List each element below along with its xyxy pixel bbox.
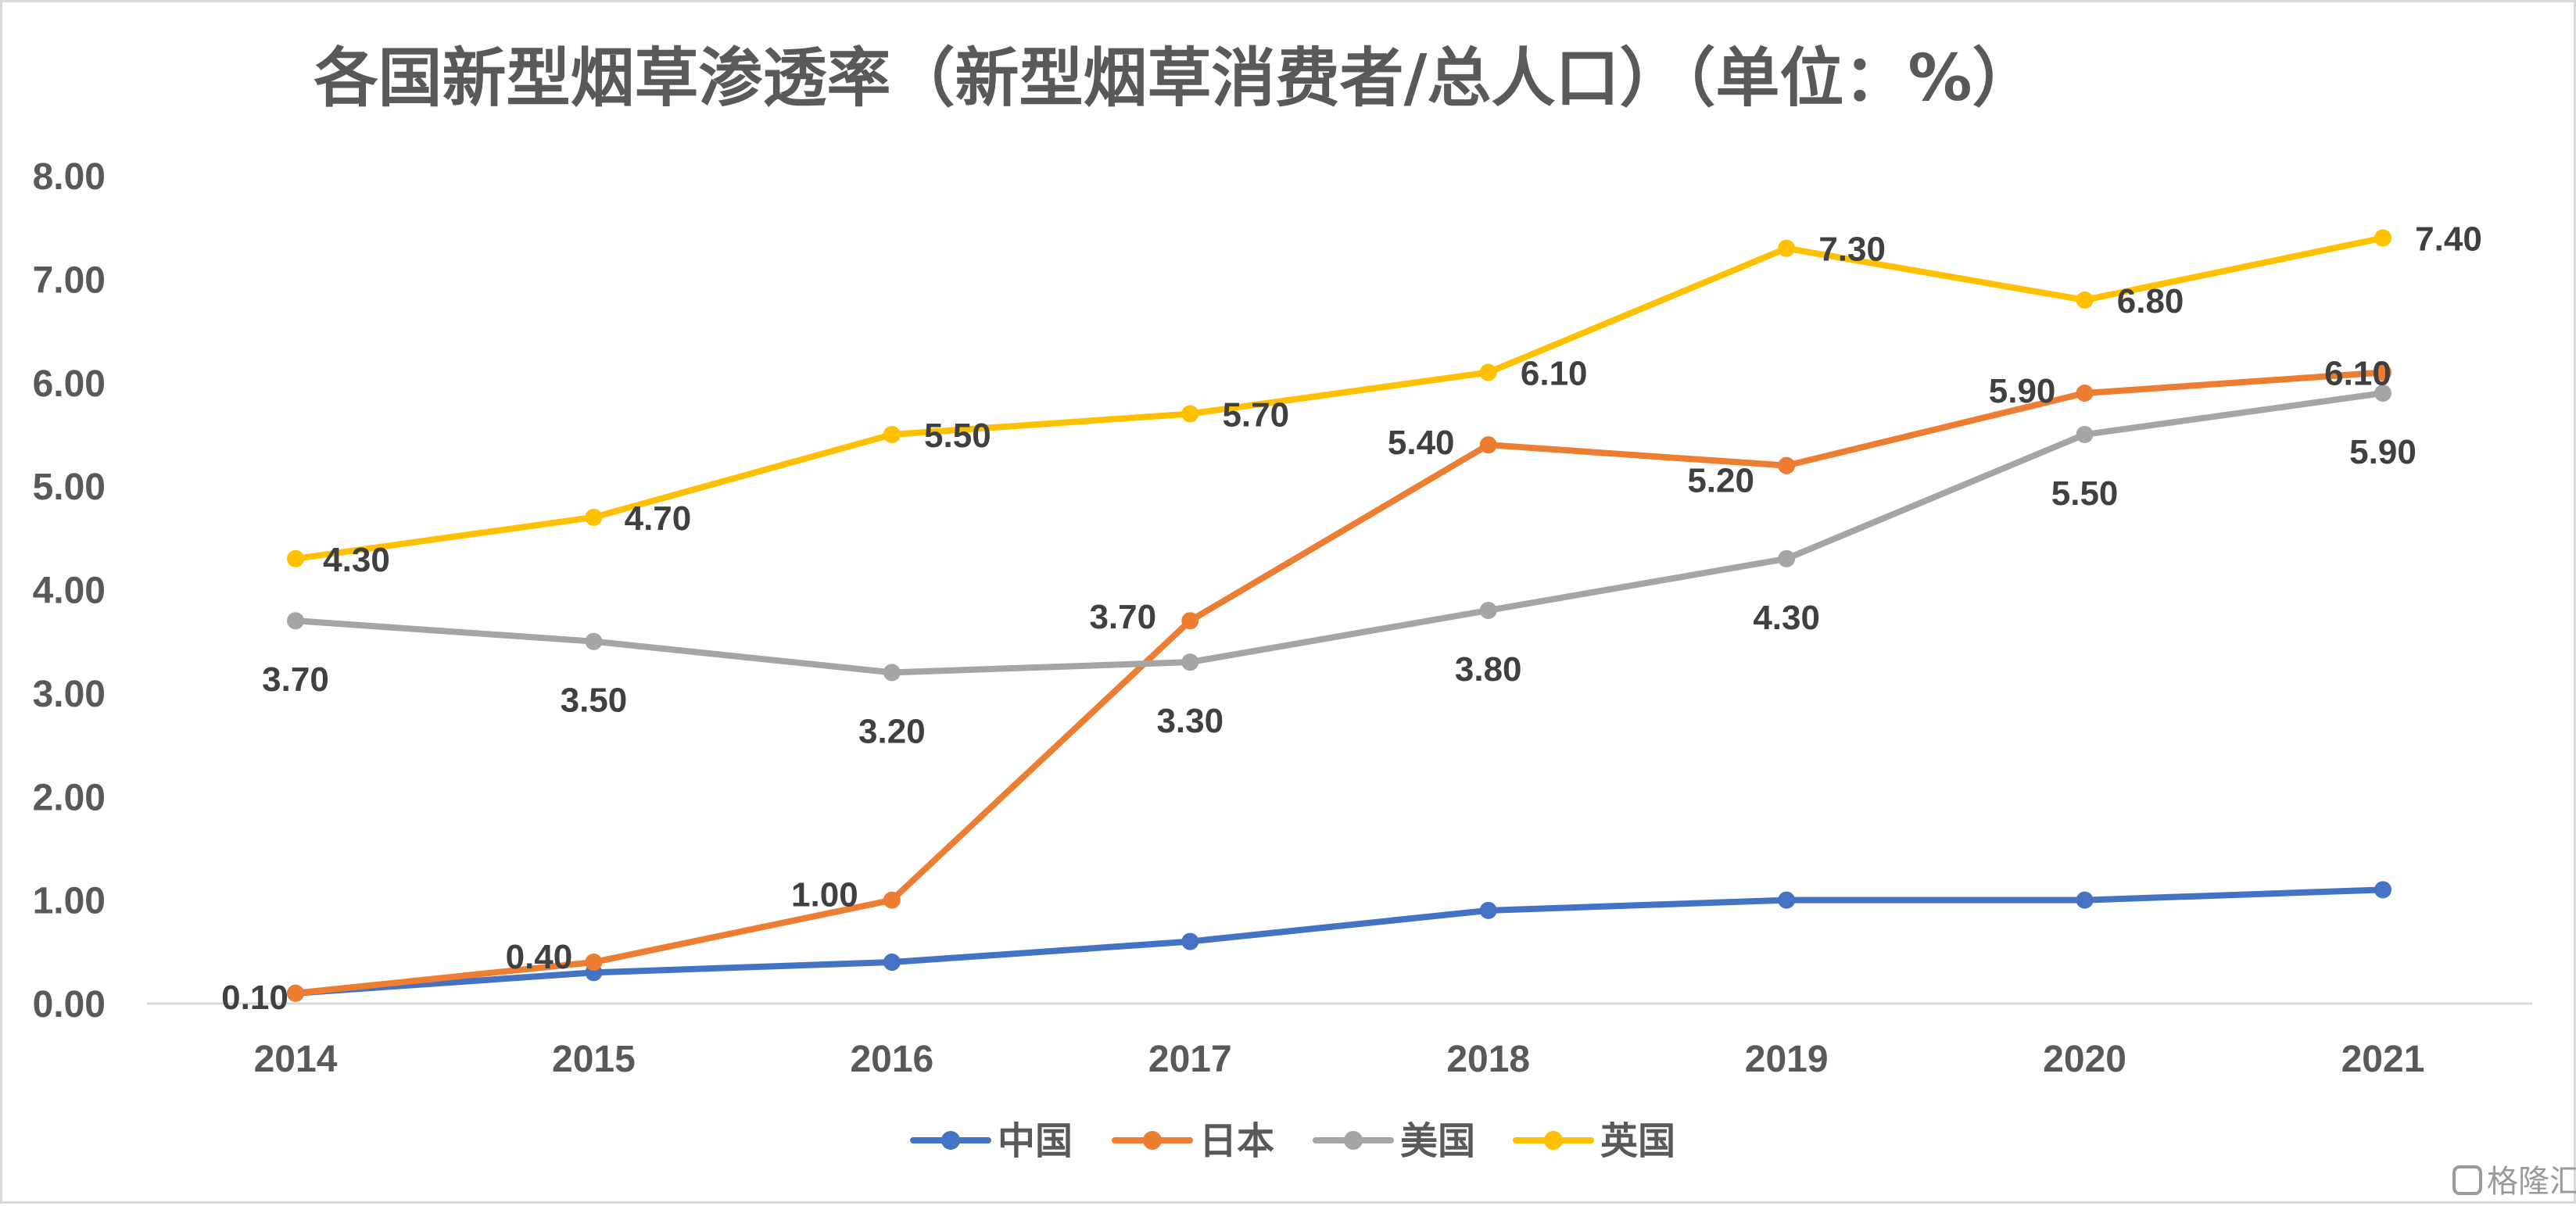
x-tick-label: 2018: [1446, 1039, 1530, 1080]
data-point: [1479, 901, 1497, 919]
series-line-0: [292, 886, 2386, 997]
x-tick-label: 2015: [552, 1039, 636, 1080]
series-lines: [292, 234, 2386, 997]
data-point: [1181, 932, 1199, 950]
series-points: [287, 229, 2391, 1002]
data-label: 3.50: [561, 682, 628, 720]
data-point: [883, 425, 901, 443]
data-point: [2076, 891, 2094, 909]
data-label: 5.40: [1388, 424, 1455, 462]
data-label: 4.30: [323, 541, 390, 579]
data-point: [883, 891, 901, 909]
data-label: 3.70: [262, 660, 329, 699]
x-tick-label: 2017: [1148, 1039, 1232, 1080]
data-point: [1778, 456, 1796, 474]
legend-marker: [941, 1131, 960, 1150]
legend-marker: [1143, 1131, 1162, 1150]
data-point: [1181, 405, 1199, 423]
data-label: 3.70: [1089, 598, 1156, 636]
data-point: [287, 984, 304, 1002]
legend: 中国 日本 美国 英国: [910, 1119, 1675, 1163]
data-label: 7.30: [1818, 231, 1886, 269]
series-line-2: [292, 389, 2386, 676]
data-point: [1778, 239, 1796, 257]
x-tick-label: 2019: [1745, 1039, 1829, 1080]
y-axis-tick-labels: 0.00 1.00 2.00 3.00 4.00 5.00 6.00 7.00 8.00: [33, 156, 106, 1025]
y-tick-label: 0.00: [33, 984, 106, 1025]
y-tick-label: 1.00: [33, 881, 106, 922]
data-point: [883, 664, 901, 682]
data-point: [2374, 881, 2391, 899]
data-point: [1181, 612, 1199, 630]
y-tick-label: 2.00: [33, 777, 106, 818]
x-tick-label: 2021: [2341, 1039, 2425, 1080]
series-line-1: [292, 369, 2386, 997]
data-label: 6.80: [2117, 282, 2184, 320]
data-point: [2374, 384, 2391, 402]
legend-marker: [1344, 1131, 1363, 1150]
y-tick-label: 5.00: [33, 467, 106, 508]
data-label: 5.50: [924, 417, 991, 455]
data-label: 0.40: [506, 938, 573, 976]
data-point: [2374, 363, 2391, 381]
watermark-text: 格隆汇: [2487, 1164, 2576, 1200]
data-label: 3.20: [858, 712, 926, 750]
data-label: 3.80: [1455, 650, 1522, 689]
data-label: 5.90: [1989, 372, 2056, 410]
watermark: 格隆汇: [2452, 1164, 2576, 1200]
data-label: 5.70: [1222, 395, 1289, 434]
y-tick-label: 6.00: [33, 363, 106, 405]
data-label: 4.70: [625, 499, 692, 538]
data-label: 4.30: [1753, 599, 1820, 637]
data-label: 1.00: [791, 876, 858, 914]
data-point: [1181, 653, 1199, 671]
data-point: [883, 954, 901, 972]
data-label: 5.20: [1687, 462, 1754, 500]
legend-label: 中国: [998, 1119, 1073, 1163]
data-label: 6.10: [1521, 355, 1588, 393]
x-axis-tick-labels: 2014 2015 2016 2017 2018 2019 2020 2021: [254, 1039, 2425, 1080]
data-point: [1778, 891, 1796, 909]
data-label: 7.40: [2415, 220, 2482, 258]
y-tick-label: 3.00: [33, 674, 106, 715]
data-point: [287, 549, 304, 567]
chart-title: 各国新型烟草渗透率（新型烟草消费者/总人口）（单位：%）: [313, 41, 2036, 116]
data-point: [585, 954, 603, 972]
data-point: [2076, 425, 2094, 443]
data-label: 5.90: [2349, 433, 2417, 471]
data-point: [585, 632, 603, 650]
data-point: [2076, 291, 2094, 309]
data-point: [1479, 601, 1497, 619]
data-label: 3.30: [1156, 702, 1224, 740]
data-label: 0.10: [221, 979, 288, 1017]
legend-label: 日本: [1199, 1119, 1274, 1163]
watermark-logo-icon: [2452, 1165, 2482, 1195]
data-point: [287, 612, 304, 630]
legend-label: 英国: [1600, 1119, 1675, 1163]
data-label: 5.50: [2051, 474, 2119, 513]
data-labels: 0.10 0.40 1.00 3.70 5.40 5.20 5.90 6.10 3.70 3.50…: [221, 220, 2482, 1016]
data-point: [2374, 229, 2391, 247]
data-point: [1778, 549, 1796, 567]
legend-label: 美国: [1400, 1119, 1475, 1163]
data-point: [1479, 436, 1497, 454]
y-tick-label: 4.00: [33, 571, 106, 612]
legend-marker: [1544, 1131, 1563, 1150]
data-label: 6.10: [2324, 355, 2391, 393]
x-tick-label: 2014: [254, 1039, 338, 1080]
y-tick-label: 8.00: [33, 156, 106, 198]
data-point: [1479, 363, 1497, 381]
series-line-3: [292, 234, 2386, 562]
data-point: [585, 508, 603, 526]
x-tick-label: 2020: [2043, 1039, 2126, 1080]
data-point: [2076, 384, 2094, 402]
x-tick-label: 2016: [850, 1039, 933, 1080]
y-tick-label: 7.00: [33, 259, 106, 301]
